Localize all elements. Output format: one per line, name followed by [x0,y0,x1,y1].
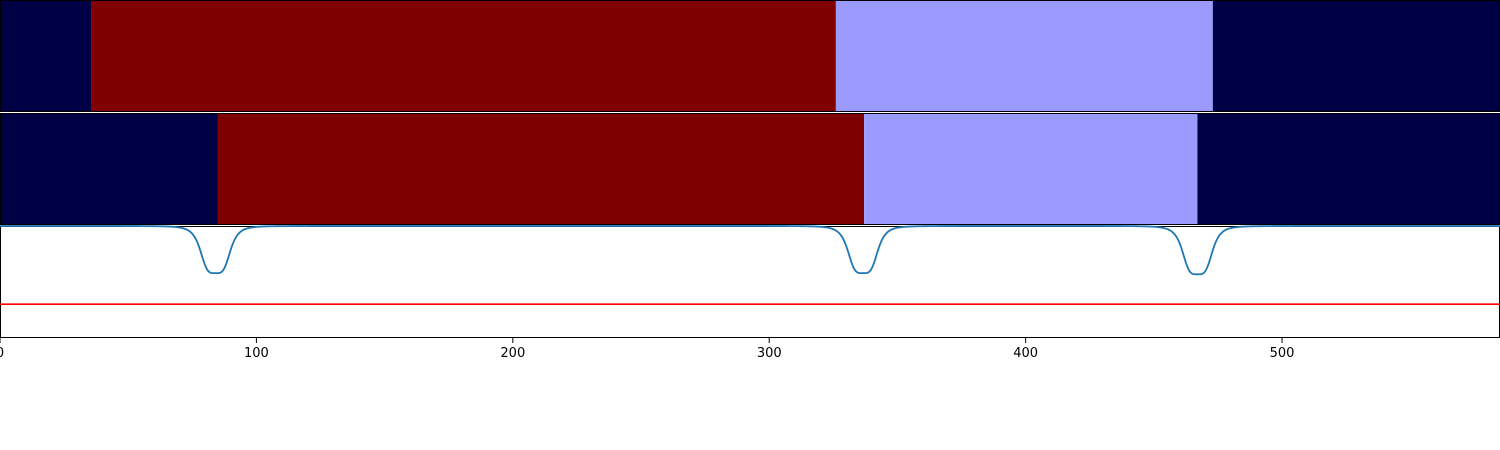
x-tick-label-5: 500 [1270,346,1295,361]
x-axis: 0 100 200 300 400 500 [0,338,1294,361]
x-tick-label-0: 0 [0,346,4,361]
segmentation-row-prediction [0,0,1500,112]
segment-1-0 [0,113,218,225]
segment-1-1 [217,113,865,225]
segmentation-row-ground-truth [0,113,1500,225]
segment-0-2 [835,0,1213,112]
segment-0-0 [0,0,92,112]
x-tick-label-1: 100 [244,346,269,361]
signal-frame [0,226,1500,338]
signal-panel [0,225,1500,338]
segment-1-3 [1197,113,1500,225]
x-tick-label-2: 200 [500,346,525,361]
signal-curve [0,225,1500,276]
segment-0-1 [91,0,836,112]
segment-1-2 [864,113,1198,225]
x-tick-label-3: 300 [757,346,782,361]
segment-0-3 [1212,0,1500,112]
x-tick-label-4: 400 [1013,346,1038,361]
